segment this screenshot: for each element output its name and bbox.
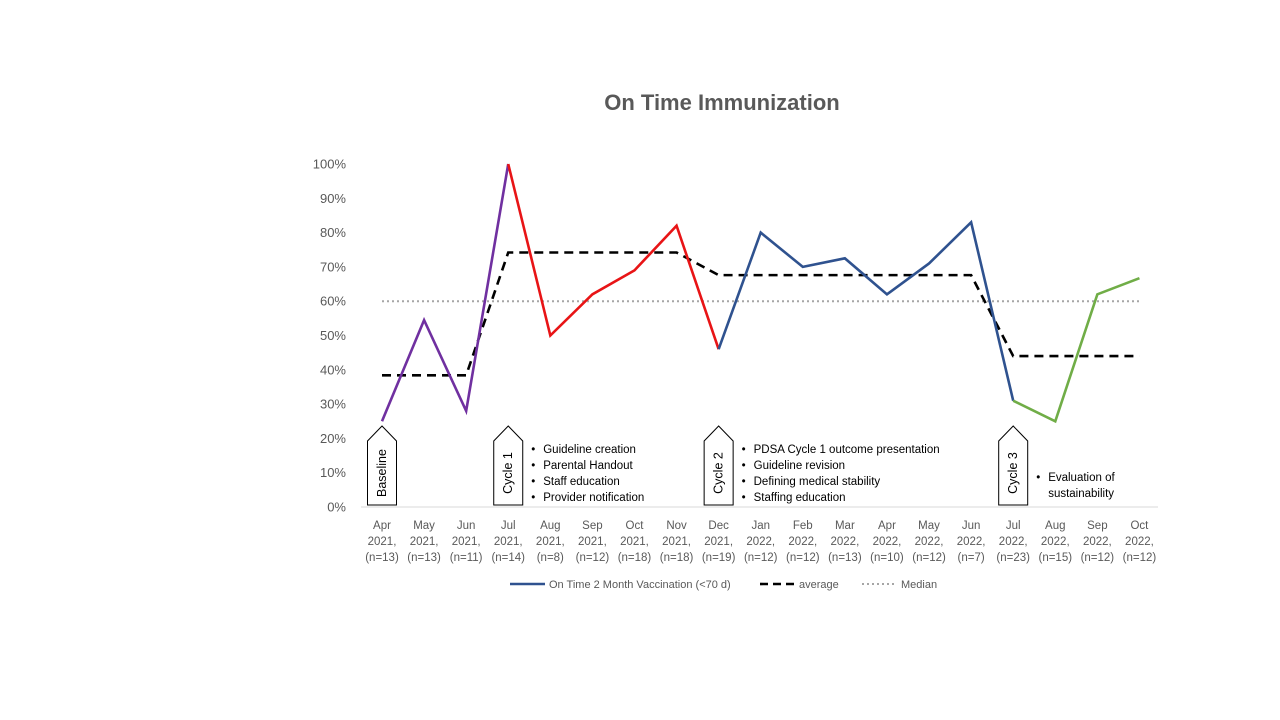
x-tick-label: Jun 2021, (n=11) (450, 520, 483, 564)
cycle-marker-3: Cycle 2 • PDSA Cycle 1 outcome presentatio… (703, 425, 940, 506)
y-tick-label: 20% (320, 431, 346, 446)
legend-label: average (799, 579, 839, 591)
x-tick-label: Oct 2022, (n=12) (1123, 520, 1157, 564)
x-tick-label: Mar 2022, (n=13) (828, 520, 862, 564)
data-point (1012, 399, 1014, 401)
series-lines (380, 163, 1140, 424)
bullet-dot: • (531, 492, 535, 504)
annotation-text: Staffing education (754, 492, 846, 504)
axes: 0% 10% 20% 30% 40% 50% 60% 70% 80% 90% 100% Apr 2021… (313, 157, 1158, 564)
annotation-text: Defining medical stability (754, 476, 881, 488)
data-point (633, 269, 635, 271)
data-point (675, 225, 677, 227)
annotation-text: Guideline revision (754, 460, 845, 472)
annotation-text: Provider notification (543, 492, 644, 504)
data-point (549, 334, 551, 336)
average-line (382, 251, 1140, 377)
data-point (381, 420, 383, 422)
x-tick-label: Jul 2021, (n=14) (491, 520, 525, 564)
x-tick-label: May 2022, (n=12) (912, 520, 946, 564)
x-tick-label: Jun 2022, (n=7) (957, 520, 986, 564)
data-point (970, 221, 972, 223)
y-tick-label: 70% (320, 259, 346, 274)
cycle-label: Cycle 2 (712, 452, 726, 494)
cycle-markers: Baseline Cycle 1 • Guideline creation • Paren… (367, 425, 1115, 506)
data-point (1138, 277, 1140, 279)
data-point (591, 293, 593, 295)
bullet-dot: • (742, 460, 746, 472)
bullet-dot: • (531, 476, 535, 488)
x-tick-label: Feb 2022, (n=12) (786, 520, 820, 564)
data-point (423, 319, 425, 321)
series-segment-1 (380, 163, 510, 422)
x-tick-label: Sep 2022, (n=12) (1081, 520, 1115, 564)
cycle-arrow (703, 425, 734, 506)
annotation-text: Evaluation of (1048, 472, 1115, 484)
data-point (760, 231, 762, 233)
x-tick-label: May 2021, (n=13) (407, 520, 441, 564)
legend-label: On Time 2 Month Vaccination (<70 d) (549, 579, 731, 591)
cycle-arrow (998, 425, 1029, 506)
y-tick-label: 10% (320, 465, 346, 480)
annotation-text: PDSA Cycle 1 outcome presentation (754, 444, 940, 456)
annotation-text: Parental Handout (543, 460, 633, 472)
x-tick-label: Apr 2021, (n=13) (365, 520, 399, 564)
annotation-text: sustainability (1048, 488, 1114, 500)
legend-label: Median (901, 579, 937, 591)
cycle-arrow (493, 425, 524, 506)
series-segment-4 (1012, 277, 1140, 424)
data-point (886, 293, 888, 295)
data-point (717, 348, 719, 350)
bullet-dot: • (531, 444, 535, 456)
bullet-dot: • (531, 460, 535, 472)
legend-item-2: average (760, 579, 839, 591)
annotation-text: Guideline creation (543, 444, 636, 456)
x-tick-label: Sep 2021, (n=12) (576, 520, 610, 564)
x-tick-label: Dec 2021, (n=19) (702, 520, 736, 564)
cycle-marker-1: Baseline (367, 425, 397, 506)
x-tick-label: Apr 2022, (n=10) (870, 520, 904, 564)
y-tick-label: 50% (320, 328, 346, 343)
y-tick-label: 100% (313, 157, 347, 172)
cycle-label: Baseline (375, 449, 389, 497)
data-point (1054, 420, 1056, 422)
data-point (465, 410, 467, 412)
data-point (802, 266, 804, 268)
data-point (928, 262, 930, 264)
legend-item-1: On Time 2 Month Vaccination (<70 d) (510, 579, 731, 591)
data-point (507, 163, 509, 165)
y-tick-label: 30% (320, 397, 346, 412)
series-segment-2 (506, 163, 720, 350)
x-tick-label: Aug 2022, (n=15) (1038, 520, 1072, 564)
x-tick-label: Oct 2021, (n=18) (618, 520, 652, 564)
x-tick-label: Jul 2022, (n=23) (996, 520, 1030, 564)
legend-item-3: Median (862, 579, 937, 591)
annotation-text: Staff education (543, 476, 620, 488)
series-segment-3 (717, 219, 1015, 401)
y-tick-label: 40% (320, 362, 346, 377)
x-tick-label: Nov 2021, (n=18) (660, 520, 694, 564)
data-point (1096, 293, 1098, 295)
cycle-marker-4: Cycle 3 • Evaluation of sustainability (998, 425, 1115, 506)
y-tick-label: 0% (327, 500, 346, 515)
cycle-label: Cycle 3 (1006, 452, 1020, 494)
data-point (844, 257, 846, 259)
y-tick-label: 60% (320, 294, 346, 309)
bullet-dot: • (742, 492, 746, 504)
chart-title: On Time Immunization (604, 90, 840, 115)
bullet-dot: • (742, 444, 746, 456)
y-tick-label: 80% (320, 225, 346, 240)
legend: On Time 2 Month Vaccination (<70 d) avera… (510, 579, 937, 591)
bullet-dot: • (1036, 472, 1040, 484)
y-tick-label: 90% (320, 191, 346, 206)
cycle-marker-2: Cycle 1 • Guideline creation • Parental Hand… (493, 425, 644, 506)
x-tick-label: Jan 2022, (n=12) (744, 520, 778, 564)
x-tick-label: Aug 2021, (n=8) (536, 520, 565, 564)
cycle-label: Cycle 1 (501, 452, 515, 494)
cycle-arrow (367, 425, 397, 506)
bullet-dot: • (742, 476, 746, 488)
